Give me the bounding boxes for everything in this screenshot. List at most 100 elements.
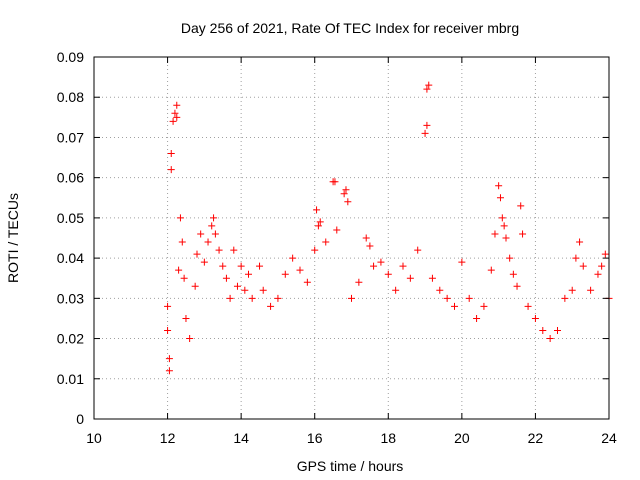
- data-point: [513, 282, 521, 290]
- data-point: [500, 222, 508, 230]
- data-point: [241, 286, 249, 294]
- data-point: [366, 242, 374, 250]
- data-point: [314, 222, 322, 230]
- data-point: [342, 186, 350, 194]
- data-point: [568, 286, 576, 294]
- chart-title: Day 256 of 2021, Rate Of TEC Index for r…: [181, 20, 519, 36]
- data-point: [392, 286, 400, 294]
- data-point: [496, 194, 504, 202]
- data-point: [443, 294, 451, 302]
- grid-lines: [94, 57, 609, 419]
- data-point: [210, 214, 218, 222]
- data-point: [498, 214, 506, 222]
- data-point: [428, 274, 436, 282]
- data-point: [517, 202, 525, 210]
- x-tick-label: 18: [380, 430, 396, 446]
- data-point: [423, 121, 431, 129]
- data-point: [480, 302, 488, 310]
- data-point: [267, 302, 275, 310]
- data-point: [256, 262, 264, 270]
- data-point: [519, 230, 527, 238]
- data-point: [176, 214, 184, 222]
- data-point: [169, 117, 177, 125]
- data-point: [165, 367, 173, 375]
- data-point: [546, 335, 554, 343]
- y-tick-label: 0.09: [57, 49, 84, 65]
- data-point: [274, 294, 282, 302]
- data-point: [248, 294, 256, 302]
- y-tick-label: 0.08: [57, 89, 84, 105]
- data-point: [594, 270, 602, 278]
- data-point: [473, 314, 481, 322]
- x-tick-label: 16: [307, 430, 323, 446]
- data-point: [524, 302, 532, 310]
- y-tick-label: 0.04: [57, 250, 84, 266]
- data-point: [311, 246, 319, 254]
- data-point: [598, 262, 606, 270]
- data-point: [193, 250, 201, 258]
- data-point: [340, 190, 348, 198]
- data-point: [289, 254, 297, 262]
- data-point: [167, 166, 175, 174]
- x-tick-label: 20: [454, 430, 470, 446]
- data-point: [399, 262, 407, 270]
- data-point: [197, 230, 205, 238]
- data-point: [348, 294, 355, 302]
- data-point: [222, 274, 230, 282]
- data-point: [233, 282, 241, 290]
- y-tick-label: 0: [76, 411, 84, 427]
- y-tick-label: 0.05: [57, 210, 84, 226]
- data-point: [362, 234, 370, 242]
- data-point: [164, 302, 172, 310]
- data-point: [175, 266, 183, 274]
- data-point: [531, 314, 539, 322]
- x-tick-label: 24: [601, 430, 617, 446]
- data-point: [322, 238, 330, 246]
- data-point: [495, 182, 503, 190]
- data-point: [572, 254, 580, 262]
- data-point: [423, 85, 431, 93]
- data-point: [164, 327, 172, 335]
- plot-frame: [93, 56, 610, 420]
- y-tick-label: 0.07: [57, 129, 84, 145]
- y-tick-label: 0.06: [57, 170, 84, 186]
- data-point: [259, 286, 267, 294]
- data-point: [576, 238, 584, 246]
- data-point: [377, 258, 385, 266]
- data-point: [178, 238, 186, 246]
- x-axis-ticks: 10 12 14 16 18 20 22 24: [86, 57, 617, 446]
- data-point: [208, 222, 216, 230]
- y-axis-ticks: 0 0.01 0.02 0.03 0.04 0.05 0.06 0.07 0.08 0.09: [57, 49, 609, 427]
- data-point: [384, 270, 392, 278]
- data-point: [200, 258, 208, 266]
- data-point: [333, 226, 341, 234]
- data-point: [245, 270, 252, 278]
- data-point: [370, 262, 378, 270]
- data-point: [414, 246, 422, 254]
- data-point: [316, 218, 324, 226]
- data-point: [491, 230, 499, 238]
- data-point: [191, 282, 199, 290]
- data-point: [226, 294, 234, 302]
- data-point: [487, 266, 495, 274]
- y-tick-label: 0.03: [57, 290, 84, 306]
- data-point: [421, 129, 429, 137]
- data-point: [579, 262, 587, 270]
- y-axis-label: ROTI / TECUs: [5, 193, 21, 283]
- data-point: [436, 286, 444, 294]
- data-point: [458, 258, 466, 266]
- data-point: [502, 234, 510, 242]
- data-point: [465, 294, 473, 302]
- data-point: [303, 278, 311, 286]
- data-point: [331, 178, 339, 186]
- data-point: [296, 266, 304, 274]
- data-points: [164, 81, 613, 375]
- x-axis-label: GPS time / hours: [297, 458, 404, 474]
- data-point: [509, 270, 517, 278]
- data-point: [230, 246, 238, 254]
- x-tick-label: 12: [160, 430, 176, 446]
- x-tick-label: 22: [528, 430, 544, 446]
- data-point: [344, 198, 352, 206]
- data-point: [451, 302, 458, 310]
